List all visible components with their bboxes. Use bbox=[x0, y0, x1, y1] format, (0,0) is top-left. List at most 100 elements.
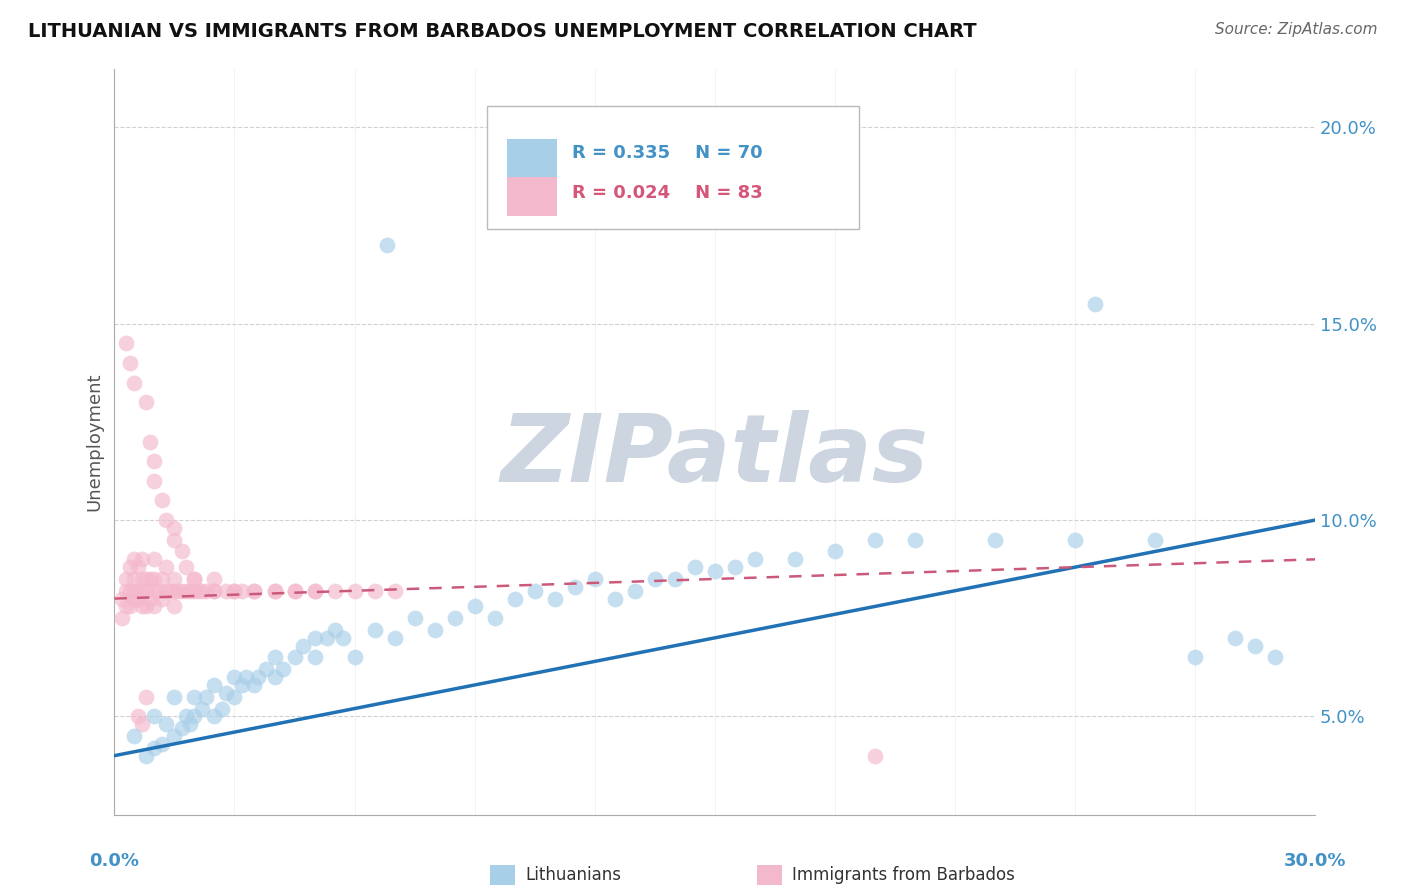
Point bbox=[120, 599, 142, 614]
Point bbox=[131, 583, 153, 598]
Point bbox=[135, 748, 157, 763]
Point bbox=[163, 533, 186, 547]
Point bbox=[247, 670, 270, 684]
Text: R = 0.024    N = 83: R = 0.024 N = 83 bbox=[572, 184, 762, 202]
Point bbox=[204, 572, 226, 586]
Point bbox=[564, 580, 586, 594]
Point bbox=[124, 583, 146, 598]
Point bbox=[904, 533, 927, 547]
Point bbox=[283, 583, 305, 598]
Point bbox=[664, 572, 686, 586]
Point bbox=[332, 631, 354, 645]
Point bbox=[163, 572, 186, 586]
Point bbox=[243, 583, 266, 598]
Point bbox=[155, 513, 177, 527]
Text: Immigrants from Barbados: Immigrants from Barbados bbox=[792, 866, 1015, 884]
Point bbox=[155, 560, 177, 574]
Point bbox=[152, 591, 174, 606]
Point bbox=[263, 583, 285, 598]
Point bbox=[404, 611, 426, 625]
Point bbox=[1244, 639, 1267, 653]
Point bbox=[183, 572, 205, 586]
Point bbox=[1143, 533, 1166, 547]
Point bbox=[163, 599, 186, 614]
Point bbox=[187, 583, 209, 598]
Point bbox=[172, 544, 194, 558]
Point bbox=[724, 560, 747, 574]
Point bbox=[644, 572, 666, 586]
Point bbox=[291, 639, 314, 653]
Point bbox=[124, 591, 146, 606]
Point bbox=[304, 583, 326, 598]
Point bbox=[263, 670, 285, 684]
Point bbox=[163, 729, 186, 743]
Text: LITHUANIAN VS IMMIGRANTS FROM BARBADOS UNEMPLOYMENT CORRELATION CHART: LITHUANIAN VS IMMIGRANTS FROM BARBADOS U… bbox=[28, 22, 977, 41]
Point bbox=[143, 599, 166, 614]
Point bbox=[167, 583, 190, 598]
Point bbox=[323, 623, 346, 637]
Point bbox=[195, 583, 218, 598]
Point bbox=[191, 583, 214, 598]
Point bbox=[124, 572, 146, 586]
Point bbox=[603, 591, 626, 606]
Point bbox=[120, 560, 142, 574]
Point bbox=[127, 560, 149, 574]
Point bbox=[139, 591, 162, 606]
Point bbox=[135, 395, 157, 409]
Point bbox=[111, 591, 134, 606]
Point bbox=[120, 583, 142, 598]
Point bbox=[1264, 650, 1286, 665]
Point bbox=[159, 583, 181, 598]
Point bbox=[135, 599, 157, 614]
Point bbox=[323, 583, 346, 598]
Point bbox=[523, 583, 546, 598]
Point bbox=[131, 599, 153, 614]
Point bbox=[215, 686, 238, 700]
Point bbox=[231, 678, 253, 692]
Point bbox=[375, 238, 398, 252]
Point bbox=[304, 583, 326, 598]
Point bbox=[179, 583, 201, 598]
Text: 30.0%: 30.0% bbox=[1284, 852, 1347, 870]
Point bbox=[583, 572, 606, 586]
Point bbox=[263, 583, 285, 598]
Point bbox=[224, 690, 246, 704]
Point bbox=[183, 709, 205, 723]
Point bbox=[183, 572, 205, 586]
Point bbox=[283, 650, 305, 665]
Point bbox=[484, 611, 506, 625]
Point bbox=[143, 740, 166, 755]
Point bbox=[127, 583, 149, 598]
Point bbox=[464, 599, 486, 614]
Point bbox=[131, 552, 153, 566]
Point bbox=[243, 583, 266, 598]
Point bbox=[152, 493, 174, 508]
Point bbox=[139, 434, 162, 449]
Point bbox=[176, 709, 198, 723]
Point bbox=[1064, 533, 1087, 547]
Point bbox=[135, 572, 157, 586]
Point bbox=[135, 583, 157, 598]
Point bbox=[211, 701, 233, 715]
Point bbox=[443, 611, 465, 625]
Point bbox=[703, 564, 725, 578]
Point bbox=[204, 583, 226, 598]
Point bbox=[191, 701, 214, 715]
Point bbox=[363, 623, 385, 637]
Point bbox=[744, 552, 766, 566]
Point bbox=[863, 748, 886, 763]
Point bbox=[135, 690, 157, 704]
Point bbox=[363, 583, 385, 598]
Point bbox=[176, 583, 198, 598]
Point bbox=[863, 533, 886, 547]
Point bbox=[215, 583, 238, 598]
Point bbox=[1084, 297, 1107, 311]
Point bbox=[172, 583, 194, 598]
Text: ZIPatlas: ZIPatlas bbox=[501, 410, 929, 502]
Point bbox=[384, 583, 406, 598]
Point bbox=[683, 560, 706, 574]
Point bbox=[231, 583, 253, 598]
Bar bbox=[508, 139, 557, 178]
Point bbox=[148, 583, 170, 598]
Point bbox=[183, 583, 205, 598]
